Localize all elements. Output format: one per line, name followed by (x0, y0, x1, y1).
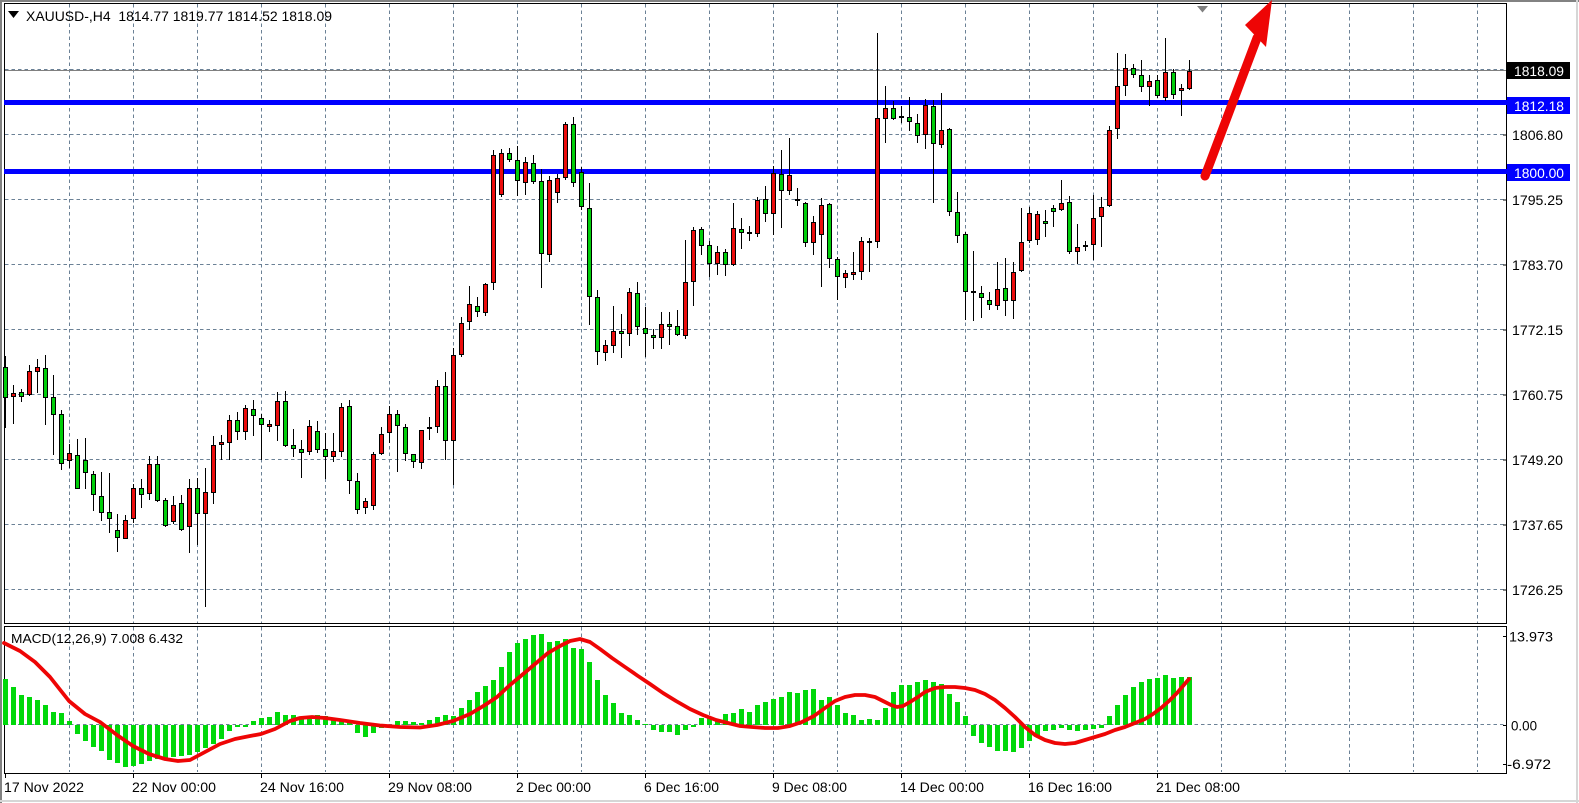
svg-text:1795.25: 1795.25 (1512, 192, 1563, 208)
svg-text:1726.25: 1726.25 (1512, 582, 1563, 598)
svg-text:1783.70: 1783.70 (1512, 257, 1563, 273)
svg-text:1760.75: 1760.75 (1512, 387, 1563, 403)
svg-text:1812.18: 1812.18 (1514, 98, 1564, 114)
svg-text:16 Dec 16:00: 16 Dec 16:00 (1028, 779, 1112, 795)
svg-text:9 Dec 08:00: 9 Dec 08:00 (772, 779, 847, 795)
svg-text:21 Dec 08:00: 21 Dec 08:00 (1156, 779, 1240, 795)
svg-text:MACD(12,26,9) 7.008 6.432: MACD(12,26,9) 7.008 6.432 (11, 631, 183, 646)
svg-text:17 Nov 2022: 17 Nov 2022 (4, 779, 84, 795)
svg-text:24 Nov 16:00: 24 Nov 16:00 (260, 779, 344, 795)
svg-text:1749.20: 1749.20 (1512, 452, 1563, 468)
svg-text:1800.00: 1800.00 (1514, 165, 1564, 181)
svg-text:13.973: 13.973 (1509, 629, 1553, 645)
svg-text:XAUUSD-,H4 1814.77 1819.77 18: XAUUSD-,H4 1814.77 1819.77 1814.52 1818.… (26, 8, 332, 24)
svg-text:-6.972: -6.972 (1507, 756, 1551, 772)
svg-text:1772.15: 1772.15 (1512, 322, 1563, 338)
svg-text:2 Dec 00:00: 2 Dec 00:00 (516, 779, 591, 795)
svg-text:0.00: 0.00 (1511, 718, 1537, 734)
svg-text:1818.09: 1818.09 (1514, 63, 1564, 79)
svg-text:29 Nov 08:00: 29 Nov 08:00 (388, 779, 472, 795)
svg-text:1806.80: 1806.80 (1512, 127, 1563, 143)
svg-text:22 Nov 00:00: 22 Nov 00:00 (132, 779, 216, 795)
svg-text:1737.65: 1737.65 (1512, 517, 1563, 533)
svg-text:14 Dec 00:00: 14 Dec 00:00 (900, 779, 984, 795)
svg-text:6 Dec 16:00: 6 Dec 16:00 (644, 779, 719, 795)
